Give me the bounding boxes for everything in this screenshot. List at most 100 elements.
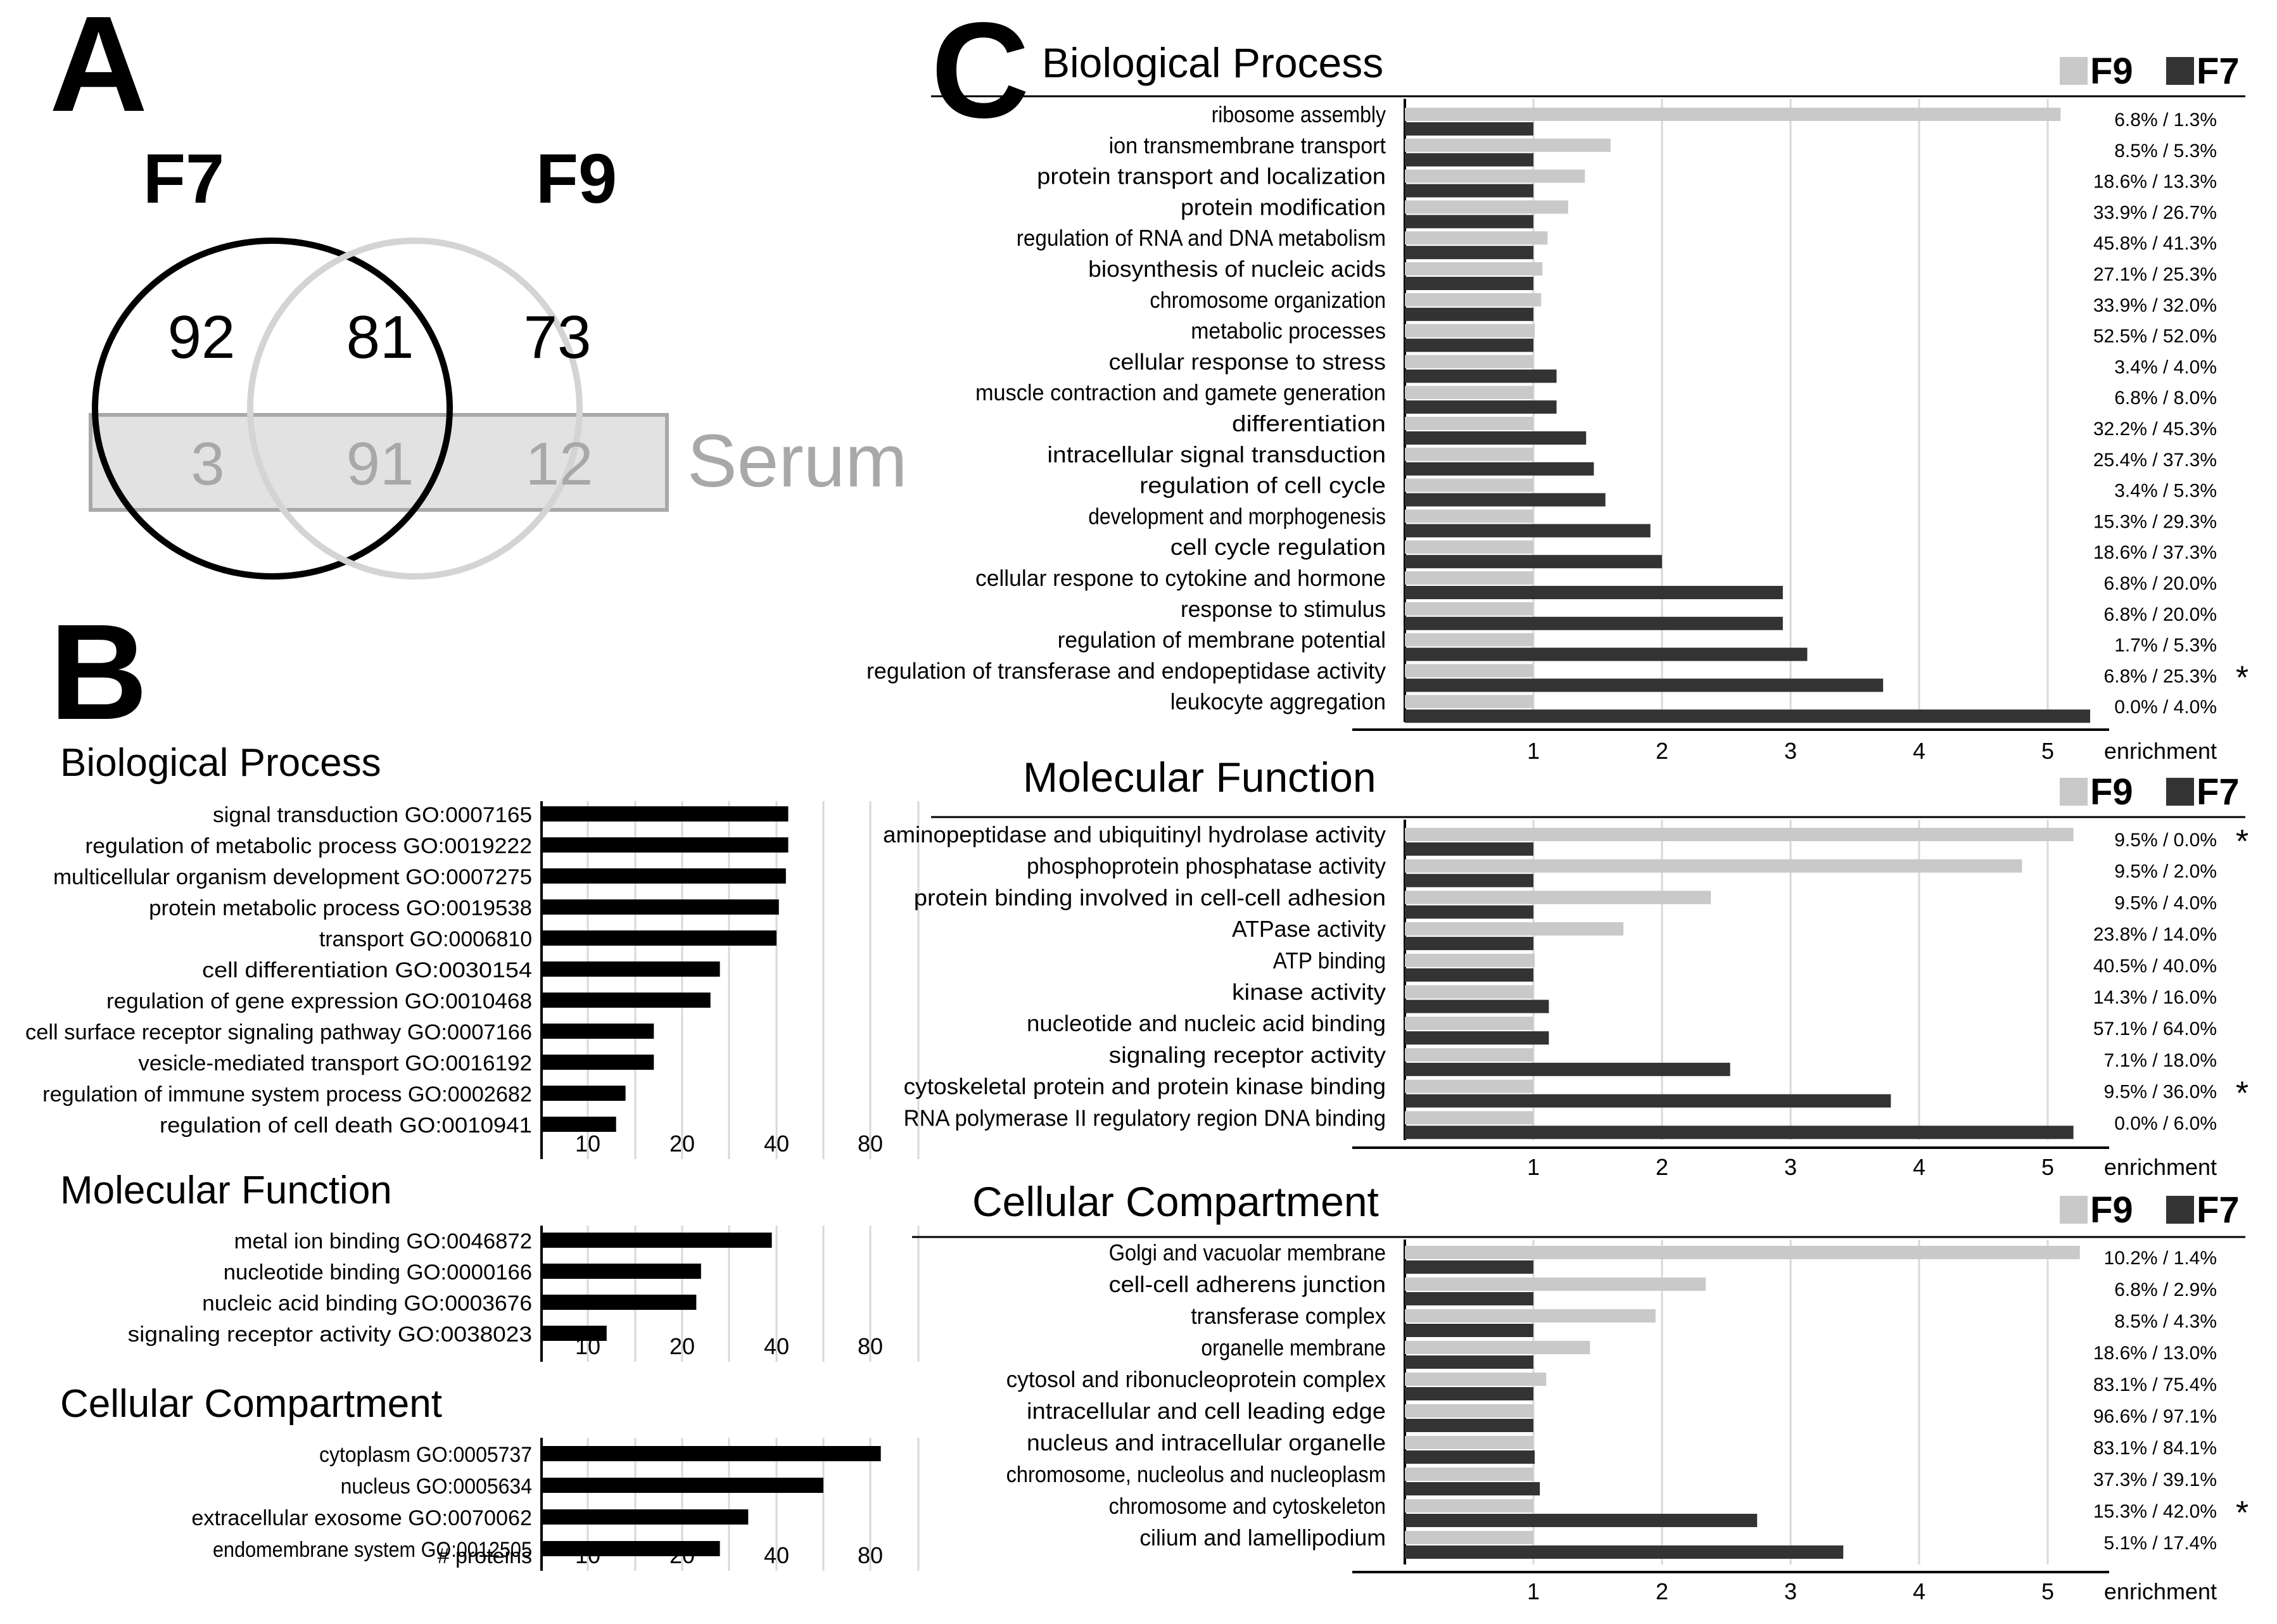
c-biological-process-title: Biological Process <box>1042 39 1383 86</box>
c-biological-process-bar-f7 <box>1405 153 1533 167</box>
b-biological-process-bar <box>542 837 789 853</box>
c-biological-process-percentage: 27.1% / 25.3% <box>2093 264 2217 285</box>
c-biological-process-bar-f9 <box>1405 447 1533 461</box>
venn-count-f7-f9: 81 <box>346 303 414 371</box>
panel-a: A F7 F9 92 81 73 3 91 12 Serum <box>49 0 908 580</box>
chart-c-molecular-function: Molecular Function F9 F7 aminopeptidase and… <box>883 754 2248 1180</box>
b-molecular-function-bar <box>542 1264 701 1279</box>
c-molecular-function-category-label: phosphoprotein phosphatase activity <box>1027 853 1386 879</box>
c-biological-process-bar-f7 <box>1405 493 1606 507</box>
c-molecular-function-category-label: cytoskeletal protein and protein kinase … <box>904 1074 1386 1100</box>
c-cellular-compartment-bar-f9 <box>1405 1499 1533 1513</box>
c-molecular-function-bar-f9 <box>1405 953 1535 967</box>
panel-letter-c: C <box>931 0 1029 146</box>
c-biological-process-tick-label: 4 <box>1913 738 1925 764</box>
c-biological-process-bar-f9 <box>1405 231 1548 245</box>
c-biological-process-category-label: regulation of cell cycle <box>1139 473 1386 498</box>
chart-c-biological-process: Biological Process F9 F7 ribosome assembly 6… <box>866 39 2248 764</box>
b-cellular-compartment-tick-label: 20 <box>669 1542 695 1568</box>
c-cellular-compartment-bar-f7 <box>1405 1419 1533 1432</box>
c-molecular-function-bar-f7 <box>1405 842 1533 856</box>
c-molecular-function-tick-label: 4 <box>1913 1154 1925 1180</box>
legend-f7-swatch <box>2166 1196 2194 1224</box>
c-cellular-compartment-bar-f9 <box>1405 1278 1706 1291</box>
c-biological-process-bar-f7 <box>1405 678 1884 692</box>
c-biological-process-percentage: 6.8% / 25.3% <box>2104 666 2217 687</box>
c-biological-process-bar-f9 <box>1405 540 1533 554</box>
legend-f9-label: F9 <box>2090 51 2133 92</box>
venn-count-f7-only: 92 <box>168 303 236 371</box>
c-biological-process-bar-f9 <box>1405 324 1535 338</box>
b-biological-process-category-label: protein metabolic process GO:0019538 <box>149 896 532 920</box>
b-biological-process-category-label: multicellular organism development GO:00… <box>53 865 532 889</box>
b-molecular-function-category-label: metal ion binding GO:0046872 <box>234 1229 532 1253</box>
c-cellular-compartment-axis-label: enrichment <box>2104 1578 2217 1604</box>
c-molecular-function-significance-star: * <box>2236 823 2248 860</box>
c-cellular-compartment-tick-label: 3 <box>1784 1578 1797 1604</box>
c-biological-process-percentage: 52.5% / 52.0% <box>2093 326 2217 347</box>
c-cellular-compartment-percentage: 15.3% / 42.0% <box>2093 1501 2217 1522</box>
b-cellular-compartment-title: Cellular Compartment <box>60 1382 442 1426</box>
c-molecular-function-percentage: 40.5% / 40.0% <box>2093 956 2217 977</box>
c-biological-process-axis-label: enrichment <box>2104 738 2217 764</box>
c-cellular-compartment-percentage: 96.6% / 97.1% <box>2093 1406 2217 1427</box>
c-molecular-function-bar-f7 <box>1405 999 1549 1013</box>
c-cellular-compartment-bar-f7 <box>1405 1387 1533 1400</box>
c-molecular-function-bar-f9 <box>1405 1079 1533 1093</box>
c-biological-process-bar-f9 <box>1405 138 1611 152</box>
c-biological-process-percentage: 15.3% / 29.3% <box>2093 511 2217 532</box>
b-cellular-compartment-category-label: nucleus GO:0005634 <box>341 1475 532 1499</box>
c-biological-process-percentage: 6.8% / 20.0% <box>2104 573 2217 594</box>
c-biological-process-category-label: response to stimulus <box>1181 596 1386 622</box>
c-biological-process-percentage: 25.4% / 37.3% <box>2093 450 2217 471</box>
c-biological-process-category-label: biosynthesis of nucleic acids <box>1088 256 1386 282</box>
c-molecular-function-bar-f9 <box>1405 1017 1533 1031</box>
c-biological-process-bar-f9 <box>1405 355 1533 369</box>
c-cellular-compartment-title: Cellular Compartment <box>972 1178 1379 1225</box>
c-biological-process-percentage: 8.5% / 5.3% <box>2114 141 2217 162</box>
b-molecular-function-bar <box>542 1326 607 1341</box>
c-molecular-function-category-label: ATP binding <box>1273 948 1386 974</box>
c-cellular-compartment-bar-f9 <box>1405 1341 1590 1354</box>
b-biological-process-bar <box>542 868 786 884</box>
c-cellular-compartment-category-label: nucleus and intracellular organelle <box>1027 1430 1386 1456</box>
c-cellular-compartment-category-label: intracellular and cell leading edge <box>1027 1398 1386 1424</box>
c-biological-process-category-label: cellular response to stress <box>1109 348 1386 374</box>
c-cellular-compartment-tick-label: 4 <box>1913 1578 1925 1604</box>
b-molecular-function-category-label: signaling receptor activity GO:0038023 <box>128 1323 532 1347</box>
panel-letter-b: B <box>49 595 148 748</box>
b-molecular-function-bar <box>542 1295 697 1310</box>
c-cellular-compartment-percentage: 37.3% / 39.1% <box>2093 1469 2217 1490</box>
c-cellular-compartment-tick-label: 1 <box>1527 1578 1540 1604</box>
c-biological-process-category-label: leukocyte aggregation <box>1170 688 1386 714</box>
f9-circle <box>247 238 583 580</box>
c-molecular-function-bar-f9 <box>1405 1048 1533 1062</box>
b-biological-process-tick-label: 40 <box>764 1131 789 1157</box>
b-cellular-compartment-tick-label: 80 <box>858 1542 883 1568</box>
c-biological-process-percentage: 1.7% / 5.3% <box>2114 635 2217 656</box>
c-biological-process-percentage: 6.8% / 1.3% <box>2114 110 2217 130</box>
c-molecular-function-bar-f7 <box>1405 1094 1891 1108</box>
c-molecular-function-percentage: 9.5% / 2.0% <box>2114 861 2217 882</box>
chart-b-biological-process: Biological Process signal transduction GO… <box>25 741 920 1159</box>
b-biological-process-category-label: signal transduction GO:0007165 <box>213 803 532 827</box>
c-cellular-compartment-percentage: 83.1% / 75.4% <box>2093 1374 2217 1395</box>
c-biological-process-bar-f7 <box>1405 431 1587 445</box>
c-cellular-compartment-percentage: 8.5% / 4.3% <box>2114 1311 2217 1332</box>
b-biological-process-bar <box>542 993 711 1008</box>
c-biological-process-bar-f7 <box>1405 122 1533 136</box>
c-biological-process-tick-label: 3 <box>1784 738 1797 764</box>
c-cellular-compartment-category-label: cell-cell adherens junction <box>1109 1271 1386 1297</box>
b-biological-process-tick-label: 20 <box>669 1131 695 1157</box>
c-molecular-function-tick-label: 2 <box>1656 1154 1668 1180</box>
b-biological-process-category-label: transport GO:0006810 <box>319 927 532 951</box>
venn-f7-label: F7 <box>143 140 224 218</box>
c-molecular-function-bar-f9 <box>1405 985 1533 999</box>
venn-count-f9-only: 73 <box>524 303 592 371</box>
b-biological-process-bar <box>542 930 777 946</box>
legend-f7-swatch <box>2166 57 2194 85</box>
b-cellular-compartment-tick-label: 40 <box>764 1542 789 1568</box>
c-biological-process-bar-f7 <box>1405 400 1557 414</box>
c-molecular-function-bar-f7 <box>1405 873 1533 887</box>
c-biological-process-bar-f9 <box>1405 417 1533 430</box>
